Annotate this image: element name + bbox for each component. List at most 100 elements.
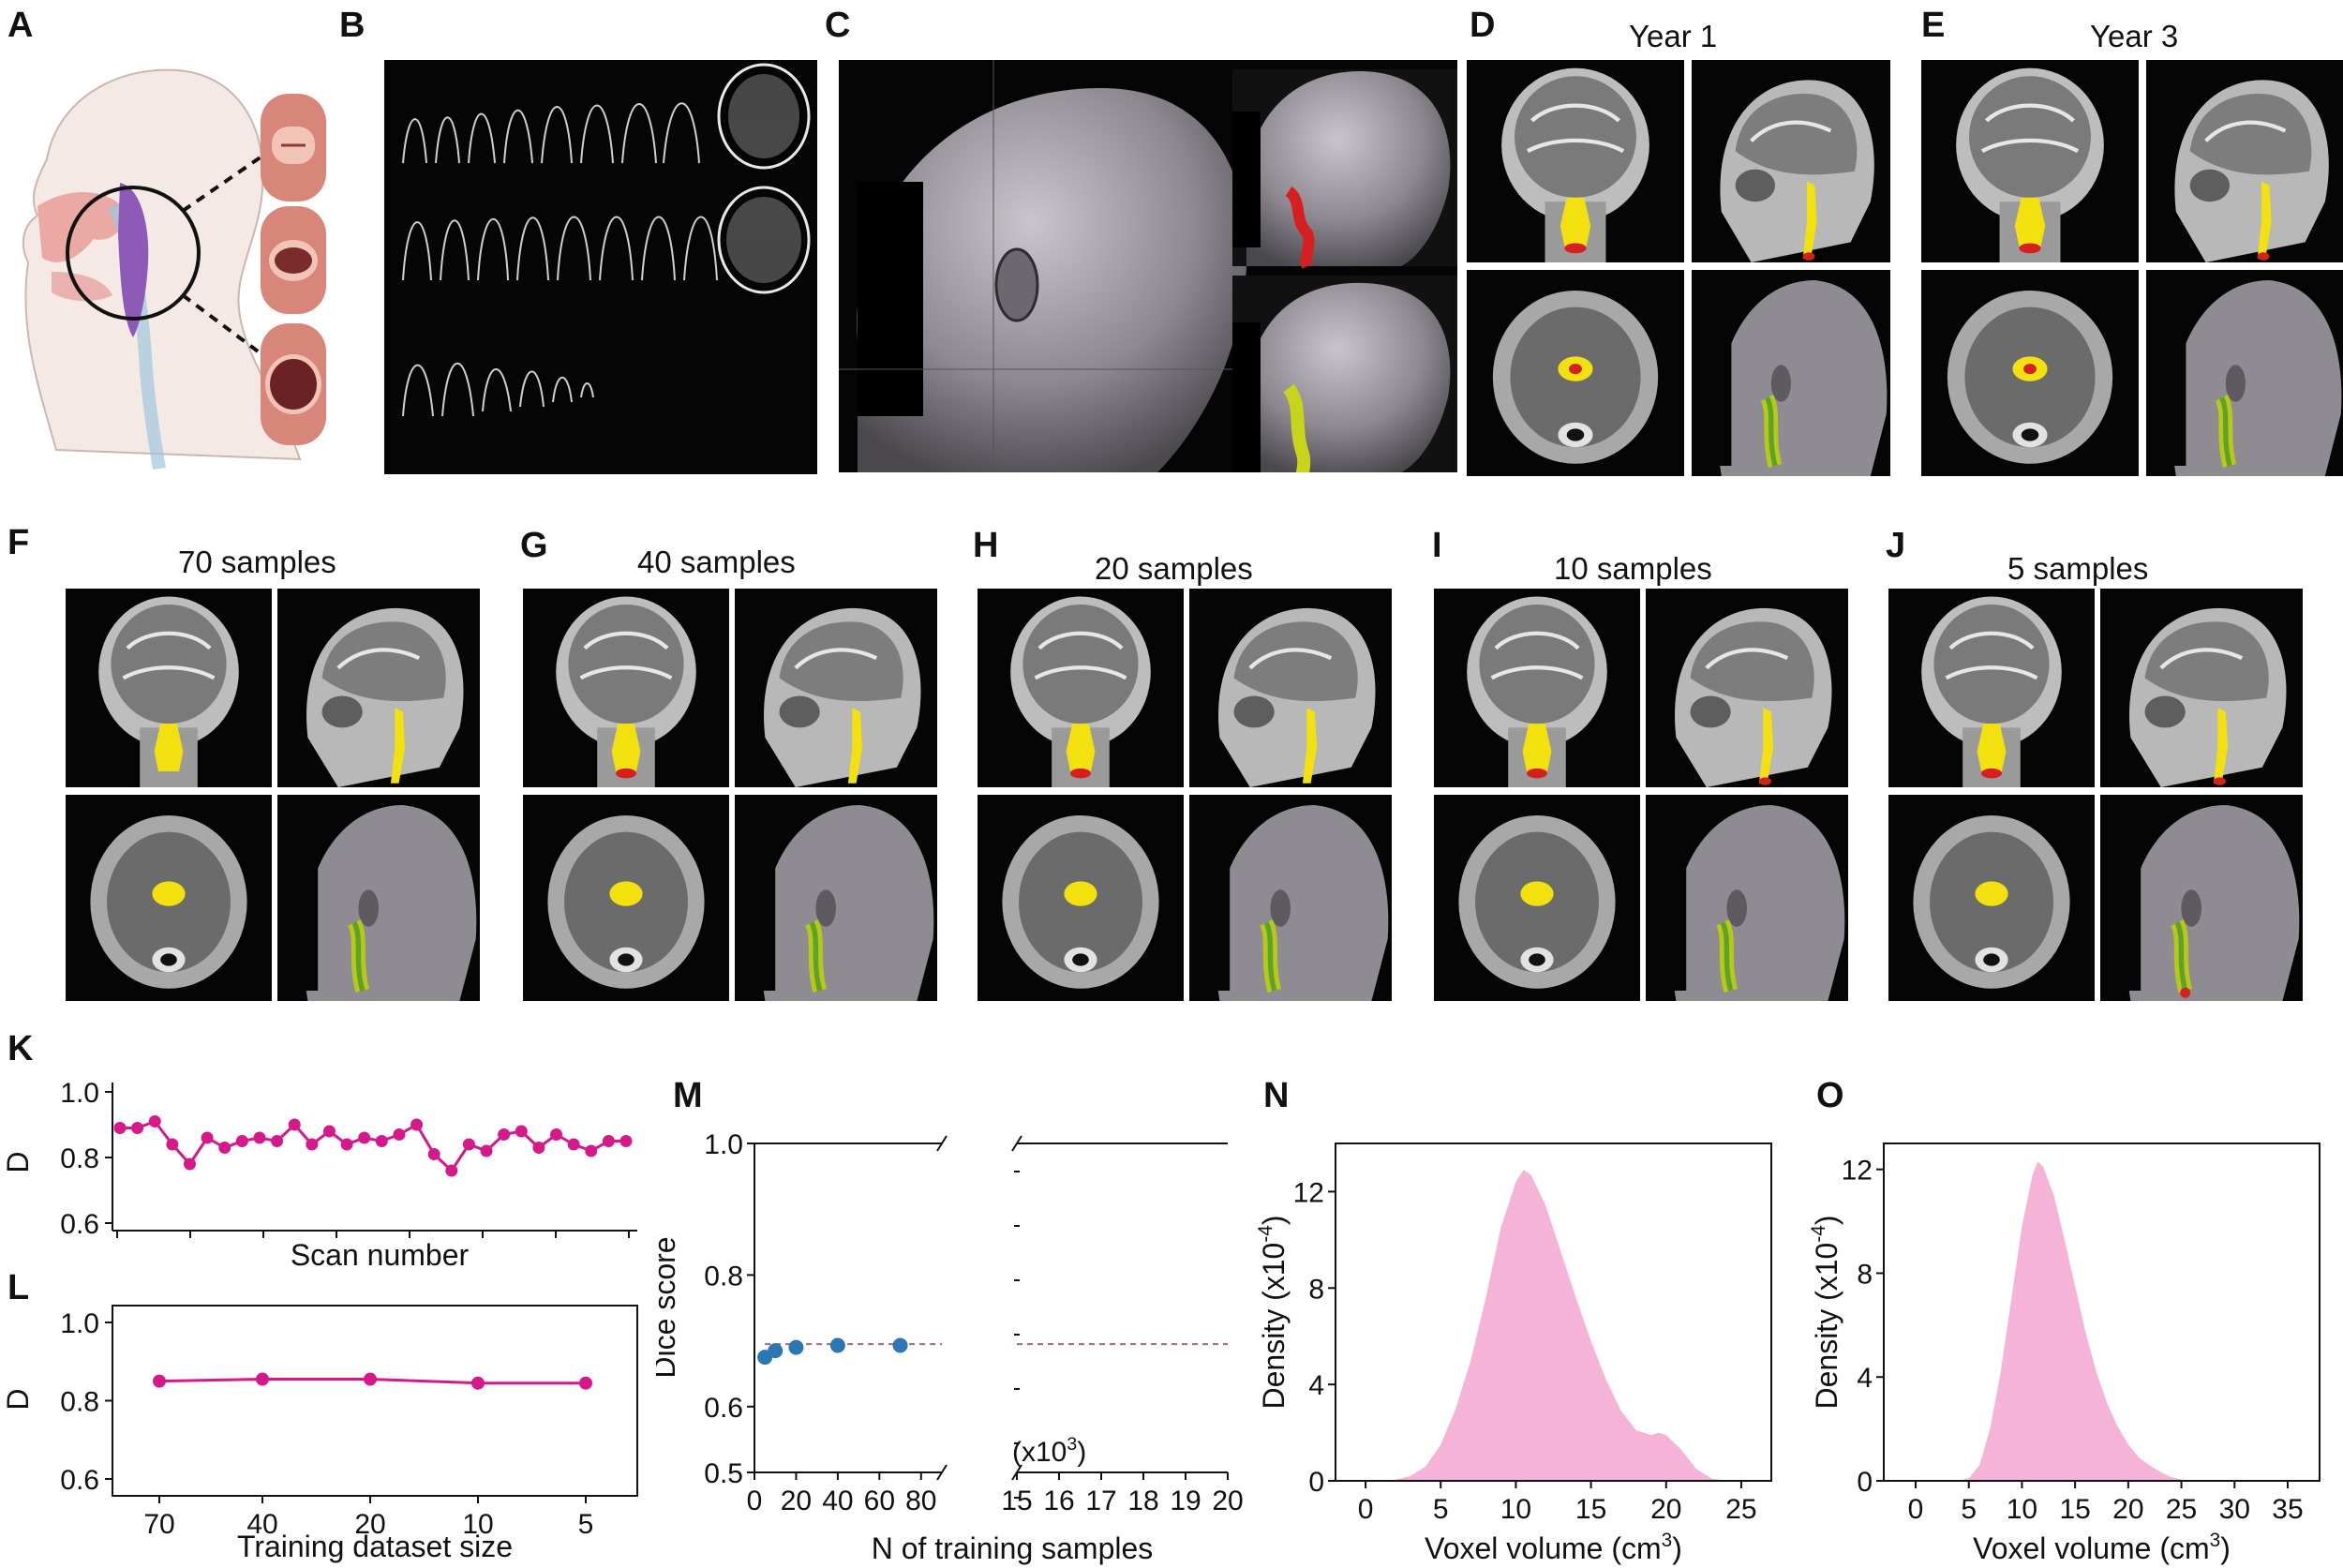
x-tick-label: 10 (2007, 1494, 2037, 1525)
airway-segmentation-error (2180, 987, 2191, 998)
airway-cross-section-medium (261, 206, 326, 314)
airway-segmentation-inner (351, 921, 366, 992)
airway-segmentation-error (1758, 777, 1771, 785)
brain-region (2189, 94, 2312, 175)
x-tick-label: 0 (1908, 1494, 1924, 1525)
x-tick-label: 0 (1358, 1494, 1374, 1525)
cerebellum (1233, 695, 1275, 728)
x-tick-label: 20 (781, 1486, 812, 1516)
mri-sagittal-70-samples (277, 589, 480, 787)
ear (1726, 889, 1747, 927)
render-3d-10-samples (1646, 795, 1848, 1001)
airway-cross-section-wide (261, 323, 326, 445)
brain-region (1735, 94, 1858, 175)
brain-folds (1526, 103, 1625, 154)
render-mask (2146, 342, 2186, 466)
spinal-canal (1566, 428, 1585, 441)
density-area (1366, 1170, 1726, 1481)
airway-segmentation-error (1802, 252, 1815, 261)
y-tick-label: 1.0 (704, 1129, 743, 1160)
y-tick-label: 0.8 (60, 1143, 99, 1174)
spinal-canal (618, 953, 634, 966)
y-tick-label: 1.0 (60, 1308, 99, 1339)
head-surface (2126, 805, 2300, 1001)
brain-folds (1490, 631, 1584, 680)
x-tick-label: 10 (1500, 1494, 1531, 1525)
cerebellum (1690, 695, 1731, 728)
airway-segmentation (390, 708, 406, 784)
panel-label-l: L (7, 1268, 30, 1307)
data-point (480, 1144, 493, 1157)
y-tick-label: 4 (1308, 1370, 1324, 1401)
y-axis-label: D (1, 1151, 35, 1172)
y-tick-label: 1.0 (60, 1078, 99, 1109)
data-point (788, 1339, 804, 1355)
data-point (532, 1142, 545, 1154)
data-point (445, 1164, 458, 1177)
dice-per-scan-chart: 1.0 0.8 0.6 D Scan number (1, 1078, 637, 1270)
airway-segmentation (1064, 881, 1097, 906)
panel-label-n: N (1263, 1076, 1290, 1115)
x-axis-label: N of training samples (872, 1531, 1154, 1565)
render-mask (1189, 867, 1231, 991)
data-point (322, 1125, 336, 1138)
x-tick-label: 16 (1043, 1486, 1074, 1516)
render-mask (1692, 342, 1732, 466)
airway-segmentation-error (1569, 364, 1582, 375)
panel-label-e: E (1921, 6, 1946, 45)
brain-folds (122, 631, 216, 680)
mri-coronal-10-samples (1434, 589, 1640, 787)
x-tick-label: 80 (905, 1486, 936, 1516)
x-axis-label: Training dataset size (237, 1530, 513, 1563)
data-point (288, 1118, 301, 1131)
data-point (183, 1157, 196, 1171)
plot-frame (112, 1305, 638, 1497)
ear (815, 889, 836, 927)
brain-folds (1034, 631, 1127, 680)
series-line (120, 1119, 626, 1173)
cerebellum (2144, 695, 2186, 728)
data-point (550, 1128, 563, 1141)
brain-region (1233, 621, 1358, 702)
data-point (410, 1118, 424, 1131)
panel-label-a: A (7, 6, 34, 45)
x-tick-label: 10 (462, 1509, 493, 1540)
brain-region (779, 621, 903, 702)
brain-folds (1750, 120, 1832, 142)
airway-segmentation-error (2257, 252, 2270, 261)
airway-segmentation (1520, 881, 1554, 906)
data-point (253, 1131, 266, 1144)
head-surface (1671, 805, 1845, 1001)
brain-region (1933, 604, 2050, 724)
mri-coronal-year3 (1921, 60, 2139, 262)
data-point (166, 1138, 179, 1151)
y-tick-label: 8 (1308, 1274, 1324, 1305)
y-axis-label: Dice score (656, 1236, 681, 1378)
data-point (153, 1374, 166, 1388)
airway-segmentation (154, 724, 184, 772)
y-tick-label: 0.8 (60, 1387, 99, 1418)
head-surface (1215, 805, 1389, 1001)
x-tick-label: 5 (1433, 1494, 1449, 1525)
ear (1770, 365, 1791, 402)
airway-segmentation (2213, 708, 2229, 784)
airway-segmentation-error (1070, 768, 1091, 779)
x-tick-label: 0 (747, 1486, 763, 1516)
data-point (567, 1138, 580, 1151)
brain-folds (2204, 120, 2287, 142)
x-tick-label: 25 (2166, 1494, 2197, 1525)
brain-folds (1705, 648, 1789, 670)
x-axis-scale-note: (x103) (1012, 1434, 1086, 1468)
brain-folds (1945, 631, 2038, 680)
render-mask (735, 867, 776, 991)
data-point (340, 1138, 353, 1151)
axis-break-mark (936, 1464, 948, 1481)
x-tick-label: 19 (1170, 1486, 1201, 1516)
airway-segmentation (609, 881, 643, 906)
panel-label-b: B (339, 6, 366, 45)
x-tick-label: 17 (1085, 1486, 1116, 1516)
y-tick-label: 8 (1857, 1259, 1873, 1290)
airway-segmentation-error (2023, 364, 2037, 375)
mri-sagittal-5-samples (2100, 589, 2303, 787)
data-point (579, 1376, 592, 1390)
